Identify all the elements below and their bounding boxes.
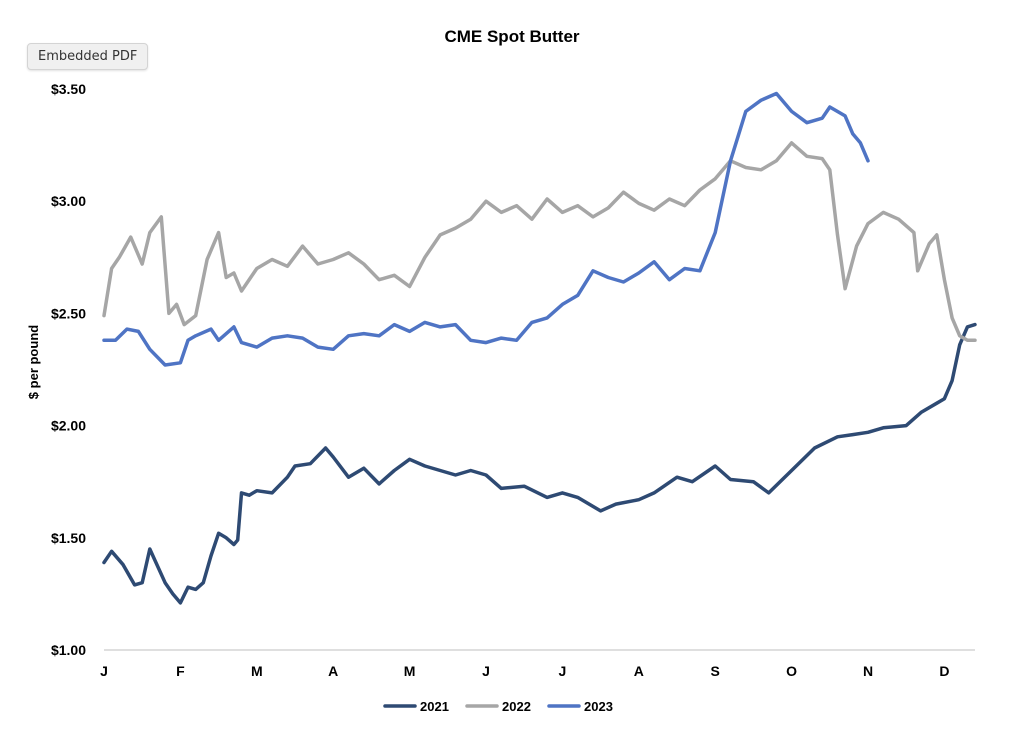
x-tick-label: F (176, 663, 185, 679)
chart-title: CME Spot Butter (444, 27, 579, 46)
x-tick-label: J (482, 663, 490, 679)
legend-label-2022: 2022 (502, 699, 531, 714)
y-axis-label: $ per pound (26, 325, 41, 399)
x-tick-label: J (100, 663, 108, 679)
x-tick-label: A (634, 663, 644, 679)
y-tick-label: $3.00 (51, 193, 86, 209)
y-tick-label: $1.00 (51, 642, 86, 658)
y-tick-labels: $1.00 $1.50 $2.00 $2.50 $3.00 $3.50 (51, 81, 86, 658)
series-lines (102, 91, 977, 605)
x-tick-label: O (786, 663, 797, 679)
x-tick-label: M (251, 663, 263, 679)
y-tick-label: $2.50 (51, 305, 86, 321)
y-tick-label: $1.50 (51, 530, 86, 546)
x-tick-label: S (711, 663, 720, 679)
embedded-pdf-badge[interactable]: Embedded PDF (27, 43, 149, 70)
x-tick-label: A (328, 663, 338, 679)
legend: 2021 2022 2023 (383, 699, 613, 714)
legend-label-2023: 2023 (584, 699, 613, 714)
x-tick-label: M (404, 663, 416, 679)
y-tick-label: $3.50 (51, 81, 86, 97)
series-line-2022 (102, 141, 977, 343)
y-tick-label: $2.00 (51, 418, 86, 434)
series-line-2023 (102, 91, 870, 367)
series-line-2021 (102, 322, 977, 605)
x-tick-label: N (863, 663, 873, 679)
x-tick-label: D (939, 663, 949, 679)
x-tick-label: J (559, 663, 567, 679)
legend-label-2021: 2021 (420, 699, 449, 714)
